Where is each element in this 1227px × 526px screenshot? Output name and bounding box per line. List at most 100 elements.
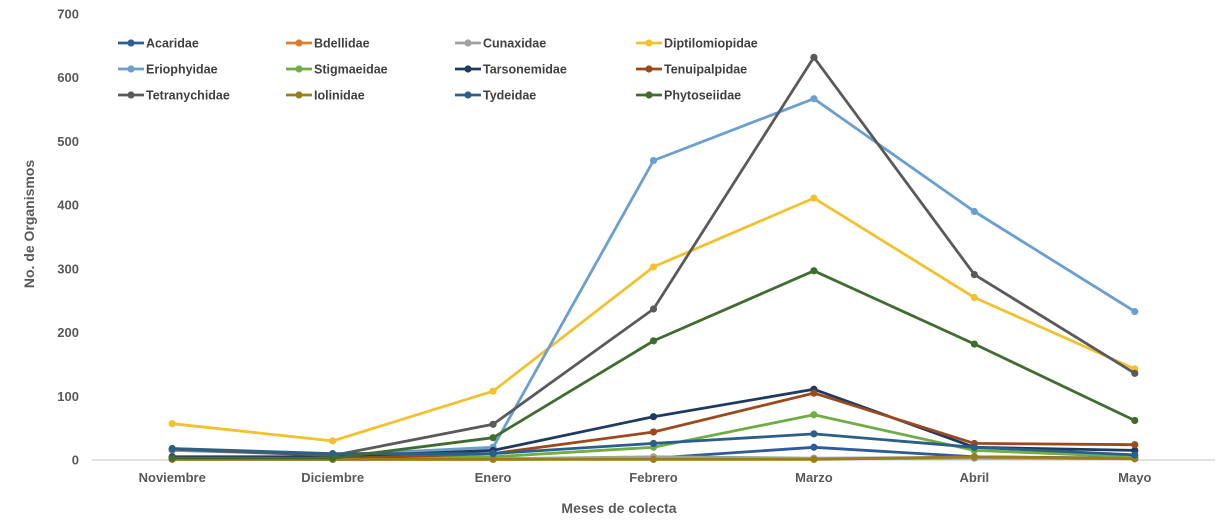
series-lines <box>168 53 1139 463</box>
legend-item-tarsonemidae: Tarsonemidae <box>455 63 567 77</box>
legend-swatch-marker <box>295 39 303 47</box>
legend-label: Acaridae <box>146 37 199 51</box>
legend-item-tenuipalpidae: Tenuipalpidae <box>636 63 747 77</box>
data-point-iolinidae <box>649 455 658 463</box>
y-tick-label: 400 <box>57 198 79 213</box>
legend-swatch-marker <box>645 65 653 73</box>
y-tick-label: 0 <box>72 453 79 468</box>
data-point-tenuipalpidae <box>810 389 818 397</box>
data-point-diptilomiopidae <box>810 194 818 202</box>
x-axis-title: Meses de colecta <box>561 500 676 516</box>
series-eriophyidae <box>168 95 1139 459</box>
legend-swatch-marker <box>295 91 303 99</box>
legend-swatch-marker <box>127 39 135 47</box>
legend-swatch-marker <box>645 91 653 99</box>
data-point-tenuipalpidae <box>649 428 658 436</box>
data-point-eriophyidae <box>810 95 818 103</box>
legend-item-acaridae: Acaridae <box>118 37 199 51</box>
x-tick-label: Diciembre <box>301 470 364 485</box>
legend-item-tydeidae: Tydeidae <box>455 89 536 103</box>
legend-label: Tenuipalpidae <box>664 63 747 77</box>
legend: Acaridae Bdellidae Cunaxidae Diptilomiopida… <box>118 37 758 103</box>
series-tetranychidae <box>168 53 1139 460</box>
data-point-phytoseiidae <box>810 267 818 275</box>
legend-label: Bdellidae <box>314 37 370 51</box>
data-point-stigmaeidae <box>810 411 818 419</box>
data-point-phytoseiidae <box>168 454 176 462</box>
data-point-diptilomiopidae <box>329 437 337 445</box>
legend-swatch-marker <box>645 39 653 47</box>
data-point-tetranychidae <box>489 420 497 428</box>
series-line-tetranychidae <box>172 55 1136 457</box>
data-point-tydeidae <box>1131 451 1139 459</box>
data-point-phytoseiidae <box>649 337 658 345</box>
data-point-diptilomiopidae <box>649 263 658 271</box>
data-point-phytoseiidae <box>970 340 978 348</box>
legend-label: Stigmaeidae <box>314 63 388 77</box>
legend-item-eriophyidae: Eriophyidae <box>118 63 218 77</box>
y-tick-label: 300 <box>57 261 79 276</box>
legend-swatch-marker <box>464 39 472 47</box>
y-tick-label: 200 <box>57 325 79 340</box>
y-tick-label: 500 <box>57 134 79 149</box>
data-point-diptilomiopidae <box>970 293 978 302</box>
x-tick-labels: Noviembre Diciembre Enero Febrero Marzo Abril… <box>139 470 1152 485</box>
legend-label: Iolinidae <box>314 89 365 103</box>
legend-item-iolinidae: Iolinidae <box>286 89 365 103</box>
data-point-tetranychidae <box>970 270 978 279</box>
data-point-iolinidae <box>810 455 818 463</box>
x-tick-label: Noviembre <box>139 470 206 485</box>
legend-item-bdellidae: Bdellidae <box>286 37 370 51</box>
data-point-phytoseiidae <box>1131 416 1139 425</box>
series-line-diptilomiopidae <box>172 196 1136 443</box>
data-point-phytoseiidae <box>489 434 497 442</box>
data-point-iolinidae <box>970 453 978 461</box>
legend-item-phytoseiidae: Phytoseiidae <box>636 89 741 103</box>
legend-swatch-marker <box>127 65 135 73</box>
data-point-diptilomiopidae <box>489 387 497 395</box>
x-tick-label: Mayo <box>1118 470 1151 485</box>
legend-swatch-marker <box>295 65 303 73</box>
legend-swatch-marker <box>464 65 472 73</box>
data-point-tarsonemidae <box>649 413 658 421</box>
y-tick-label: 700 <box>57 7 79 22</box>
data-point-eriophyidae <box>970 207 978 216</box>
data-point-tydeidae <box>810 430 818 438</box>
x-tick-label: Febrero <box>629 470 677 485</box>
legend-item-tetranychidae: Tetranychidae <box>118 89 230 103</box>
legend-item-cunaxidae: Cunaxidae <box>455 37 546 51</box>
series-phytoseiidae <box>168 267 1139 462</box>
data-point-acaridae <box>810 443 818 451</box>
x-tick-label: Marzo <box>795 470 833 485</box>
x-tick-label: Abril <box>960 470 990 485</box>
y-axis-title: No. de Organismos <box>21 160 37 289</box>
data-point-tetranychidae <box>810 53 818 61</box>
data-point-tydeidae <box>168 444 176 453</box>
data-point-tetranychidae <box>1131 369 1139 377</box>
legend-label: Tarsonemidae <box>483 63 567 77</box>
data-point-diptilomiopidae <box>168 420 176 428</box>
legend-label: Diptilomiopidae <box>664 37 758 51</box>
legend-label: Tydeidae <box>483 89 536 103</box>
legend-label: Tetranychidae <box>146 89 230 103</box>
data-point-eriophyidae <box>649 156 658 165</box>
data-point-phytoseiidae <box>329 454 337 462</box>
legend-label: Eriophyidae <box>146 63 218 77</box>
legend-label: Cunaxidae <box>483 37 546 51</box>
y-tick-label: 600 <box>57 70 79 85</box>
y-tick-label: 100 <box>57 389 79 404</box>
legend-item-diptilomiopidae: Diptilomiopidae <box>636 37 758 51</box>
legend-label: Phytoseiidae <box>664 89 741 103</box>
data-point-tydeidae <box>649 439 658 448</box>
data-point-tetranychidae <box>649 305 658 313</box>
legend-swatch-marker <box>464 91 472 99</box>
legend-swatch-marker <box>127 91 135 99</box>
x-tick-label: Enero <box>475 470 512 485</box>
data-point-tydeidae <box>489 450 497 458</box>
legend-item-stigmaeidae: Stigmaeidae <box>286 63 388 77</box>
series-diptilomiopidae <box>168 194 1139 445</box>
data-point-tenuipalpidae <box>1131 441 1139 449</box>
series-tydeidae <box>168 430 1139 459</box>
data-point-iolinidae <box>489 455 497 463</box>
